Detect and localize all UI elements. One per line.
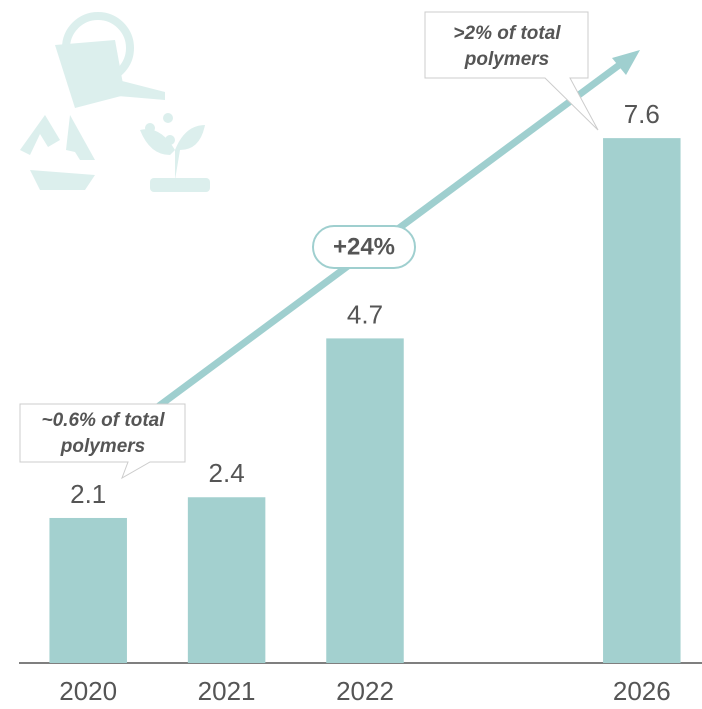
x-tick-label: 2026 <box>613 676 671 706</box>
x-tick-label: 2022 <box>336 676 394 706</box>
bar <box>603 138 681 663</box>
callout-box <box>424 11 599 131</box>
value-label: 4.7 <box>347 299 383 329</box>
bar <box>326 338 404 663</box>
annotation: >2% of total <box>453 23 561 44</box>
value-label: 2.4 <box>209 458 245 488</box>
callout-box <box>19 403 186 480</box>
decor-icons <box>20 12 210 192</box>
annotation: ~0.6% of total <box>42 410 166 431</box>
bar <box>49 517 127 663</box>
bar <box>187 497 266 663</box>
x-tick-label: 2021 <box>198 676 256 706</box>
value-label: 7.6 <box>624 99 660 129</box>
x-tick-label: 2020 <box>59 676 117 706</box>
growth-label: +24% <box>333 233 395 260</box>
annotation: polymers <box>464 49 549 70</box>
growth-badge <box>312 225 416 269</box>
value-label: 2.1 <box>70 479 106 509</box>
arrow-head <box>612 50 640 75</box>
annotation: polymers <box>60 436 145 457</box>
